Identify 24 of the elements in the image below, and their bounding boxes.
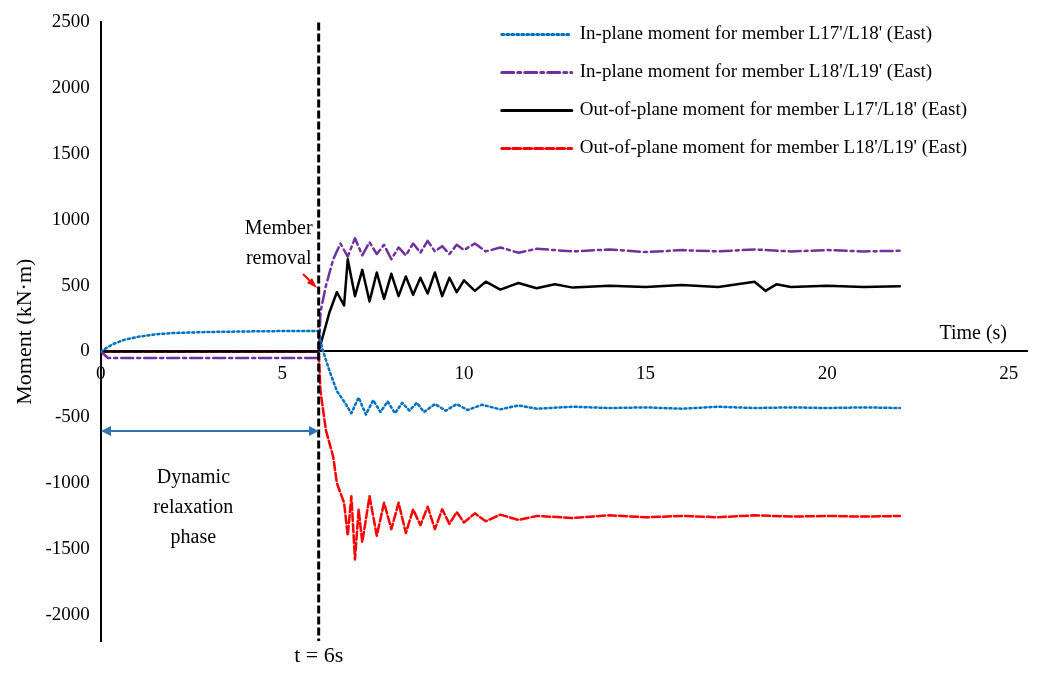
y-tick-label: 1500 [51, 142, 90, 163]
y-tick-label: 1000 [51, 207, 90, 229]
y-tick-label: -1000 [45, 471, 90, 493]
y-tick-label: -1500 [45, 536, 90, 558]
y-tick-label: -2000 [45, 602, 90, 624]
x-tick-label: 25 [999, 361, 1019, 383]
x-tick-label: 10 [454, 361, 474, 383]
legend-label: In-plane moment for member L18'/L19' (East) [579, 60, 933, 83]
annotation: Dynamic relaxation phase [153, 465, 234, 549]
x-tick-label: 15 [636, 361, 656, 383]
legend-label: In-plane moment for member L17'/L18' (East) [579, 22, 933, 45]
y-tick-label: 2000 [51, 76, 90, 98]
y-tick-label: 0 [80, 339, 90, 361]
y-axis-title: Moment (kN·m) [10, 258, 36, 405]
ref-line-label: t = 6s [294, 641, 344, 667]
y-tick-label: 500 [61, 273, 90, 295]
annotation: Member removal [244, 215, 313, 268]
y-tick-label: -500 [54, 405, 90, 427]
y-tick-label: 2500 [51, 10, 90, 32]
legend-label: Out-of-plane moment for member L18'/L19' (East) [579, 136, 968, 159]
x-tick-label: 5 [277, 361, 288, 383]
x-tick-label: 20 [817, 361, 837, 383]
x-axis-title: Time (s) [939, 320, 1007, 344]
legend-label: Out-of-plane moment for member L17'/L18' (East) [579, 98, 968, 121]
